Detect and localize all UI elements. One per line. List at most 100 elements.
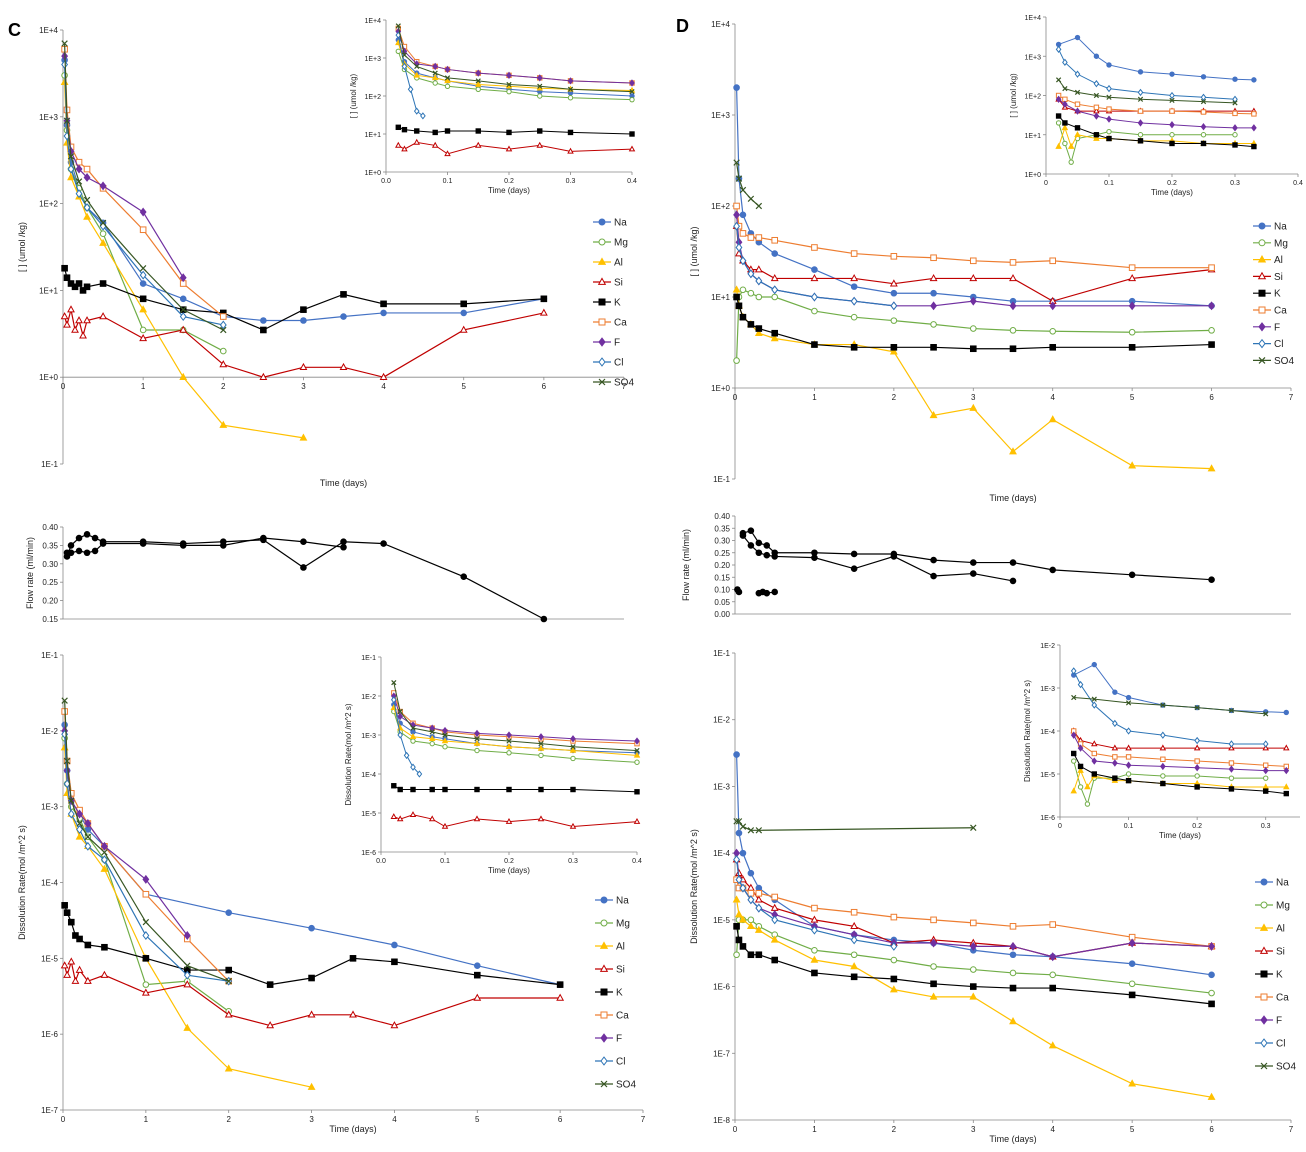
d-conc-inset-series-f-line	[1058, 98, 1254, 129]
c-rate-inset-series-f-point	[538, 733, 544, 741]
d-conc-series-so4-point	[747, 195, 755, 203]
c-rate-series-so4-point	[184, 962, 191, 969]
d-rate-x-tick-label: 4	[1050, 1125, 1055, 1134]
panel-label-d: D	[676, 16, 689, 36]
c-rate-inset-series-so4-point	[442, 732, 448, 738]
d-rate-series-cl-point	[747, 895, 755, 905]
d-conc-series-k-point	[735, 302, 743, 310]
d-conc-inset-series-so4-point	[1074, 89, 1081, 96]
d-rate-series-ca-point	[969, 919, 977, 927]
d-conc-series-cl-point	[850, 296, 858, 306]
c-conc-series-al-line	[64, 82, 304, 439]
c-conc-series-k-point	[83, 283, 91, 291]
d-conc-series-mg-point	[733, 357, 740, 364]
c-conc-legend-swatch-marker	[598, 318, 606, 326]
c-rate-y-tick-label: 1E-4	[41, 879, 58, 888]
c-conc-series-mg-point	[99, 230, 107, 238]
d-rate-y-tick-label: 1E-5	[713, 916, 730, 925]
d-conc-series-al-point	[1048, 415, 1057, 423]
c-flow-y-tick-label: 0.35	[42, 541, 58, 550]
c-rate-inset-series-si-point	[396, 815, 404, 822]
d-conc-inset-chart: 1E+0 1E+1 1E+2 1E+3 1E+4 0 0.1 0.2 0.3 0.4 Time (d…	[1009, 15, 1303, 197]
d-conc-series-al-point	[732, 285, 741, 293]
d-flow-series-3-point	[763, 589, 771, 597]
c-rate-inset-series-so4-point	[474, 736, 480, 742]
c-conc-series-mg-point	[139, 326, 147, 334]
d-flow-y-tick-label: 0.35	[714, 524, 730, 533]
c-rate-legend-label: Mg	[616, 919, 630, 930]
c-conc-series-cl-point	[83, 203, 91, 213]
c-conc-legend-swatch-marker	[597, 277, 607, 285]
d-rate-series-k-point	[733, 923, 740, 930]
c-conc-x-tick-label: 0	[61, 382, 66, 391]
d-rate-inset-series-f-point	[1160, 762, 1166, 771]
d-rate-y-tick-label: 1E-7	[713, 1049, 730, 1058]
c-conc-inset-series-k-point	[395, 124, 402, 131]
c-rate-inset-series-cl-point	[416, 770, 423, 778]
c-rate-series-k-point	[556, 981, 564, 988]
d-rate-legend-swatch-marker	[1260, 993, 1268, 1001]
c-rate-legend-label: Cl	[616, 1057, 625, 1068]
d-flow-y-tick-label: 0.10	[714, 586, 730, 595]
d-conc-series-ca-point	[747, 234, 755, 241]
d-conc-inset-series-ca-line	[1058, 95, 1254, 115]
c-conc-series-na-point	[300, 317, 307, 324]
d-rate-inset-y-tick-label: 1E-5	[1040, 772, 1055, 779]
c-rate-series-so4-point	[84, 833, 92, 841]
d-flow-y-tick-label: 0.20	[714, 561, 730, 570]
c-conc-legend-label: SO4	[614, 378, 634, 389]
d-rate-series-al-point	[929, 992, 938, 1000]
d-conc-legend-label: SO4	[1274, 356, 1294, 367]
c-conc-series-so4-point	[61, 40, 68, 47]
c-conc-chart: 1E-1 1E+0 1E+1 1E+2 1E+3 1E+4 0 1 2 3 4 5 6 7 Time (da…	[17, 26, 634, 488]
d-rate-series-al-point	[739, 915, 747, 923]
d-rate-inset-series-k-line	[1073, 753, 1287, 795]
d-rate-series-f-point	[930, 938, 938, 948]
d-conc-series-ca-point	[771, 236, 779, 244]
d-rate-inset-series-k-point	[1194, 784, 1200, 790]
d-rate-series-cl-point	[850, 935, 858, 945]
c-rate-inset-series-si-point	[569, 822, 577, 829]
d-rate-inset-series-so4-line	[1073, 697, 1266, 715]
d-conc-inset-series-na-point	[1137, 69, 1144, 75]
c-rate-inset-series-f-point	[570, 735, 576, 743]
d-flow-y-title: Flow rate (ml/min)	[681, 529, 691, 601]
c-rate-legend-label: Ca	[616, 1011, 629, 1022]
d-rate-inset-series-mg	[1071, 758, 1269, 807]
c-rate-inset-series-mg-point	[634, 759, 640, 765]
d-conc-inset-series-k-point	[1093, 132, 1100, 138]
d-rate-series-na-point	[755, 884, 763, 892]
c-flow-series-0-point	[460, 573, 468, 580]
d-conc-inset-x-title: Time (days)	[1151, 188, 1193, 197]
d-rate-inset-series-cl-point	[1091, 701, 1098, 709]
d-rate-series-mg-point	[969, 966, 977, 973]
d-conc-series-k-point	[771, 329, 779, 337]
c-rate-legend-swatch-marker	[600, 919, 608, 927]
d-conc-series-al-line	[735, 289, 1212, 470]
d-rate-legend-swatch-marker	[1260, 1062, 1268, 1070]
d-rate-inset-series-f-point	[1262, 766, 1269, 775]
c-conc-series-si-point	[379, 372, 388, 380]
c-rate-series-si-point	[67, 957, 76, 965]
d-rate-series-ca-point	[890, 913, 898, 921]
d-rate-series-k-point	[1009, 984, 1017, 992]
c-conc-inset-series-mg-point	[506, 88, 512, 95]
d-conc-y-tick-label: 1E+1	[711, 293, 730, 302]
d-conc-legend-swatch-marker	[1258, 338, 1266, 349]
d-conc-inset-series-mg-point	[1055, 120, 1062, 126]
c-rate-legend-label: Al	[616, 942, 625, 953]
d-rate-inset-series-cl-point	[1077, 680, 1084, 689]
c-conc-series-f-point	[139, 207, 147, 217]
d-rate-legend-swatch-marker	[1260, 901, 1268, 909]
d-conc-inset-series-mg-line	[1058, 122, 1235, 164]
c-rate-inset-series-k-point	[634, 789, 640, 795]
c-flow-series-1-point	[139, 540, 147, 547]
d-rate-inset-series-f	[1070, 731, 1290, 775]
d-rate-chart: 1E-8 1E-7 1E-6 1E-5 1E-4 1E-3 1E-2 1E-1 0 1 2 3 4 5 6 7…	[689, 649, 1296, 1144]
d-flow-series-1-point	[755, 549, 763, 557]
c-rate-series-si-point	[349, 1010, 357, 1018]
c-rate-chart: 1E-7 1E-6 1E-5 1E-4 1E-3 1E-2 1E-1 0 1 2 3 4 5 6 7 Time…	[17, 651, 646, 1134]
d-conc-series-so4-point	[755, 202, 763, 210]
